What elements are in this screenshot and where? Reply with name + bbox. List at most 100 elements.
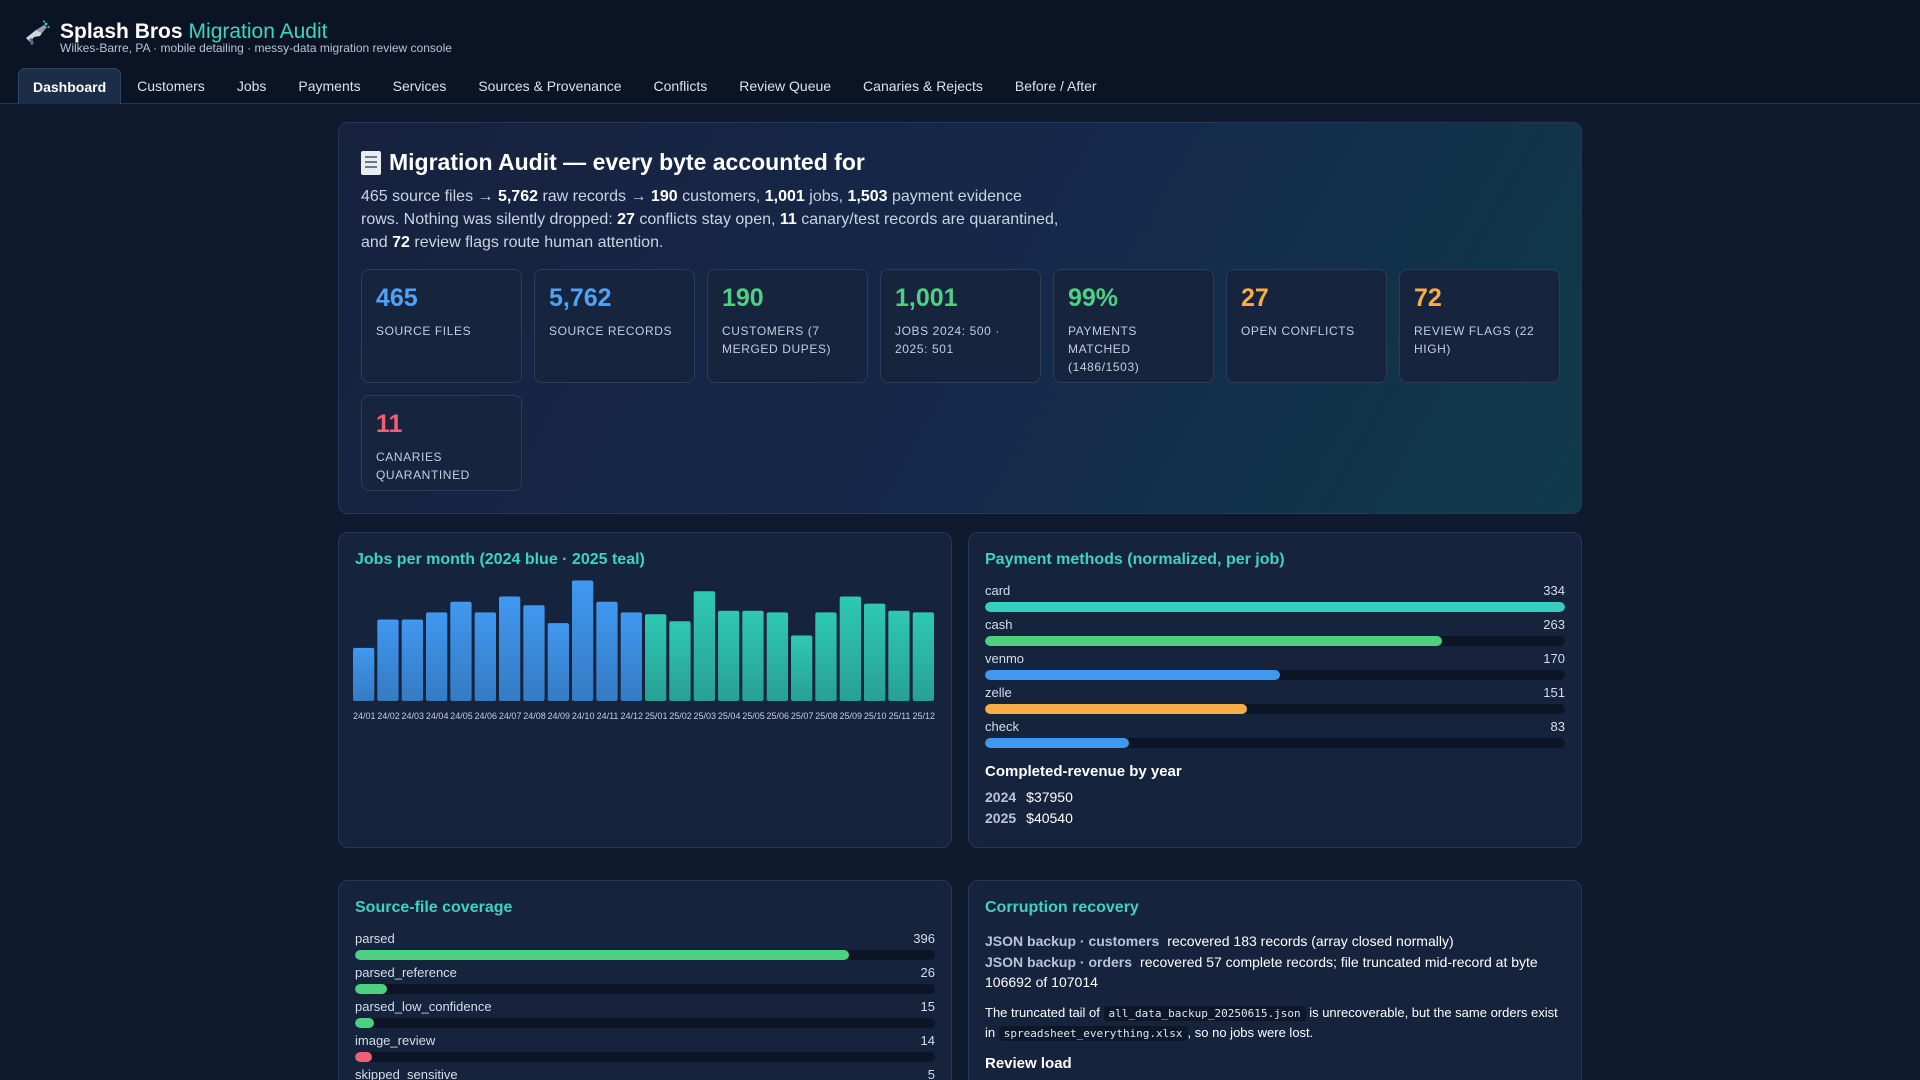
payment-method-count: 263 xyxy=(1543,617,1565,632)
stat-payments-matched[interactable]: 99% Payments matched (1486/1503) xyxy=(1053,269,1214,383)
bar-25-01 xyxy=(645,614,667,701)
bar-24-09 xyxy=(547,623,569,701)
tab-services[interactable]: Services xyxy=(392,78,447,94)
bar-track xyxy=(355,950,935,960)
stat-customers[interactable]: 190 Customers (7 merged dupes) xyxy=(707,269,868,383)
panel-title: Source-file coverage xyxy=(355,899,513,916)
tab-conflicts[interactable]: Conflicts xyxy=(653,78,708,94)
summary-text: raw records → xyxy=(538,188,651,205)
payment-method-label: venmo xyxy=(985,651,1025,666)
bar-24-07 xyxy=(499,596,521,701)
stat-review-flags[interactable]: 72 Review flags (22 high) xyxy=(1399,269,1560,383)
payment-method-row: check 83 xyxy=(985,719,1565,753)
note-text: , so no jobs were lost. xyxy=(1187,1025,1314,1040)
bar-25-05 xyxy=(742,610,764,701)
summary-text: conflicts stay open, xyxy=(634,211,780,228)
bar-25-02 xyxy=(669,621,691,701)
bar-25-11 xyxy=(888,610,910,701)
coverage-count: 14 xyxy=(920,1033,935,1048)
payment-method-row: card 334 xyxy=(985,583,1565,617)
bar-fill xyxy=(355,1018,374,1028)
x-tick-label: 24/08 xyxy=(523,711,546,721)
tab-jobs[interactable]: Jobs xyxy=(236,78,267,94)
bar-track xyxy=(985,704,1565,714)
x-tick-label: 24/09 xyxy=(548,711,571,721)
stat-jobs[interactable]: 1,001 Jobs 2024: 500 · 2025: 501 xyxy=(880,269,1041,383)
recovery-line: JSON backup · orders recovered 57 complet… xyxy=(985,952,1565,992)
stat-value: 72 xyxy=(1414,284,1442,312)
bar-track xyxy=(355,984,935,994)
coverage-label: parsed xyxy=(355,931,395,946)
bar-fill xyxy=(985,704,1248,714)
coverage-label: parsed_low_confidence xyxy=(355,999,492,1014)
bar-track xyxy=(985,670,1565,680)
x-tick-label: 25/12 xyxy=(913,711,936,721)
x-tick-label: 25/02 xyxy=(669,711,692,721)
hero-title: Migration Audit — every byte accounted f… xyxy=(361,149,865,176)
summary-text: canary/test records are quarantined, and xyxy=(361,211,1059,251)
payment-method-count: 83 xyxy=(1550,719,1565,734)
tab-review-queue[interactable]: Review Queue xyxy=(739,78,832,94)
bar-25-10 xyxy=(864,603,886,701)
tab-sources-provenance[interactable]: Sources & Provenance xyxy=(478,78,622,94)
x-tick-label: 24/11 xyxy=(597,711,619,721)
stat-source-files[interactable]: 465 Source files xyxy=(361,269,522,383)
stat-source-records[interactable]: 5,762 Source records xyxy=(534,269,695,383)
x-tick-label: 25/03 xyxy=(694,711,717,721)
payment-method-count: 151 xyxy=(1543,685,1565,700)
summary-payments-count: 1,503 xyxy=(847,188,888,205)
tab-dashboard[interactable]: Dashboard xyxy=(18,68,122,104)
x-tick-label: 24/10 xyxy=(572,711,595,721)
stat-open-conflicts[interactable]: 27 Open conflicts xyxy=(1226,269,1387,383)
recovery-line: JSON backup · customers recovered 183 rec… xyxy=(985,931,1565,951)
stat-label: Source files xyxy=(376,324,472,338)
tab-payments[interactable]: Payments xyxy=(298,78,361,94)
stat-label: Review flags (22 high) xyxy=(1414,324,1535,356)
summary-text: jobs, xyxy=(804,188,848,205)
bar-fill xyxy=(985,738,1130,748)
x-tick-label: 24/03 xyxy=(402,711,425,721)
spray-gun-logo-icon xyxy=(20,16,52,48)
bar-24-12 xyxy=(620,612,642,701)
x-tick-label: 24/06 xyxy=(475,711,498,721)
x-tick-label: 25/04 xyxy=(718,711,741,721)
summary-text: payment evidence rows. Nothing was silen… xyxy=(361,188,1022,228)
main-tabs: Dashboard Customers Jobs Payments Servic… xyxy=(18,66,1113,104)
x-tick-label: 25/11 xyxy=(889,711,911,721)
coverage-row: parsed_low_confidence 15 xyxy=(355,999,935,1033)
panel-title: Corruption recovery xyxy=(985,899,1139,916)
bar-track xyxy=(985,738,1565,748)
bar-fill xyxy=(355,950,849,960)
bar-track xyxy=(985,602,1565,612)
x-tick-label: 24/07 xyxy=(499,711,522,721)
review-load-title: Review load xyxy=(985,1055,1072,1072)
stat-value: 99% xyxy=(1068,284,1119,312)
payment-method-count: 334 xyxy=(1543,583,1565,598)
summary-jobs-count: 1,001 xyxy=(764,188,805,205)
bar-track xyxy=(985,636,1565,646)
coverage-row: skipped_sensitive 5 xyxy=(355,1067,935,1080)
revenue-year: 2024 xyxy=(985,789,1017,805)
recovery-text: recovered 57 complete records; file trun… xyxy=(985,954,1538,990)
revenue-title: Completed-revenue by year xyxy=(985,763,1182,780)
summary-canary-count: 11 xyxy=(779,211,797,228)
brand-accent: Migration Audit xyxy=(188,20,328,43)
revenue-amount: $37950 xyxy=(1026,789,1073,805)
x-tick-label: 25/07 xyxy=(791,711,814,721)
stat-value: 1,001 xyxy=(895,284,958,312)
tab-before-after[interactable]: Before / After xyxy=(1014,78,1097,94)
stat-value: 5,762 xyxy=(549,284,612,312)
bar-24-03 xyxy=(401,619,423,701)
coverage-row: parsed_reference 26 xyxy=(355,965,935,999)
revenue-row: 2024 $37950 xyxy=(985,789,1073,805)
stat-canaries[interactable]: 11 Canaries quarantined xyxy=(361,395,522,491)
coverage-count: 26 xyxy=(920,965,935,980)
tab-customers[interactable]: Customers xyxy=(137,78,205,94)
x-tick-label: 25/06 xyxy=(767,711,790,721)
tab-canaries-rejects[interactable]: Canaries & Rejects xyxy=(863,78,983,94)
coverage-list: parsed 396 parsed_reference 26 parsed_lo… xyxy=(355,931,935,1080)
bar-24-06 xyxy=(474,612,496,701)
payment-method-list: card 334 cash 263 venmo 170 zelle 151 ch… xyxy=(985,583,1565,753)
brand[interactable]: Splash Bros Migration Audit xyxy=(20,12,327,52)
bar-fill xyxy=(355,984,388,994)
